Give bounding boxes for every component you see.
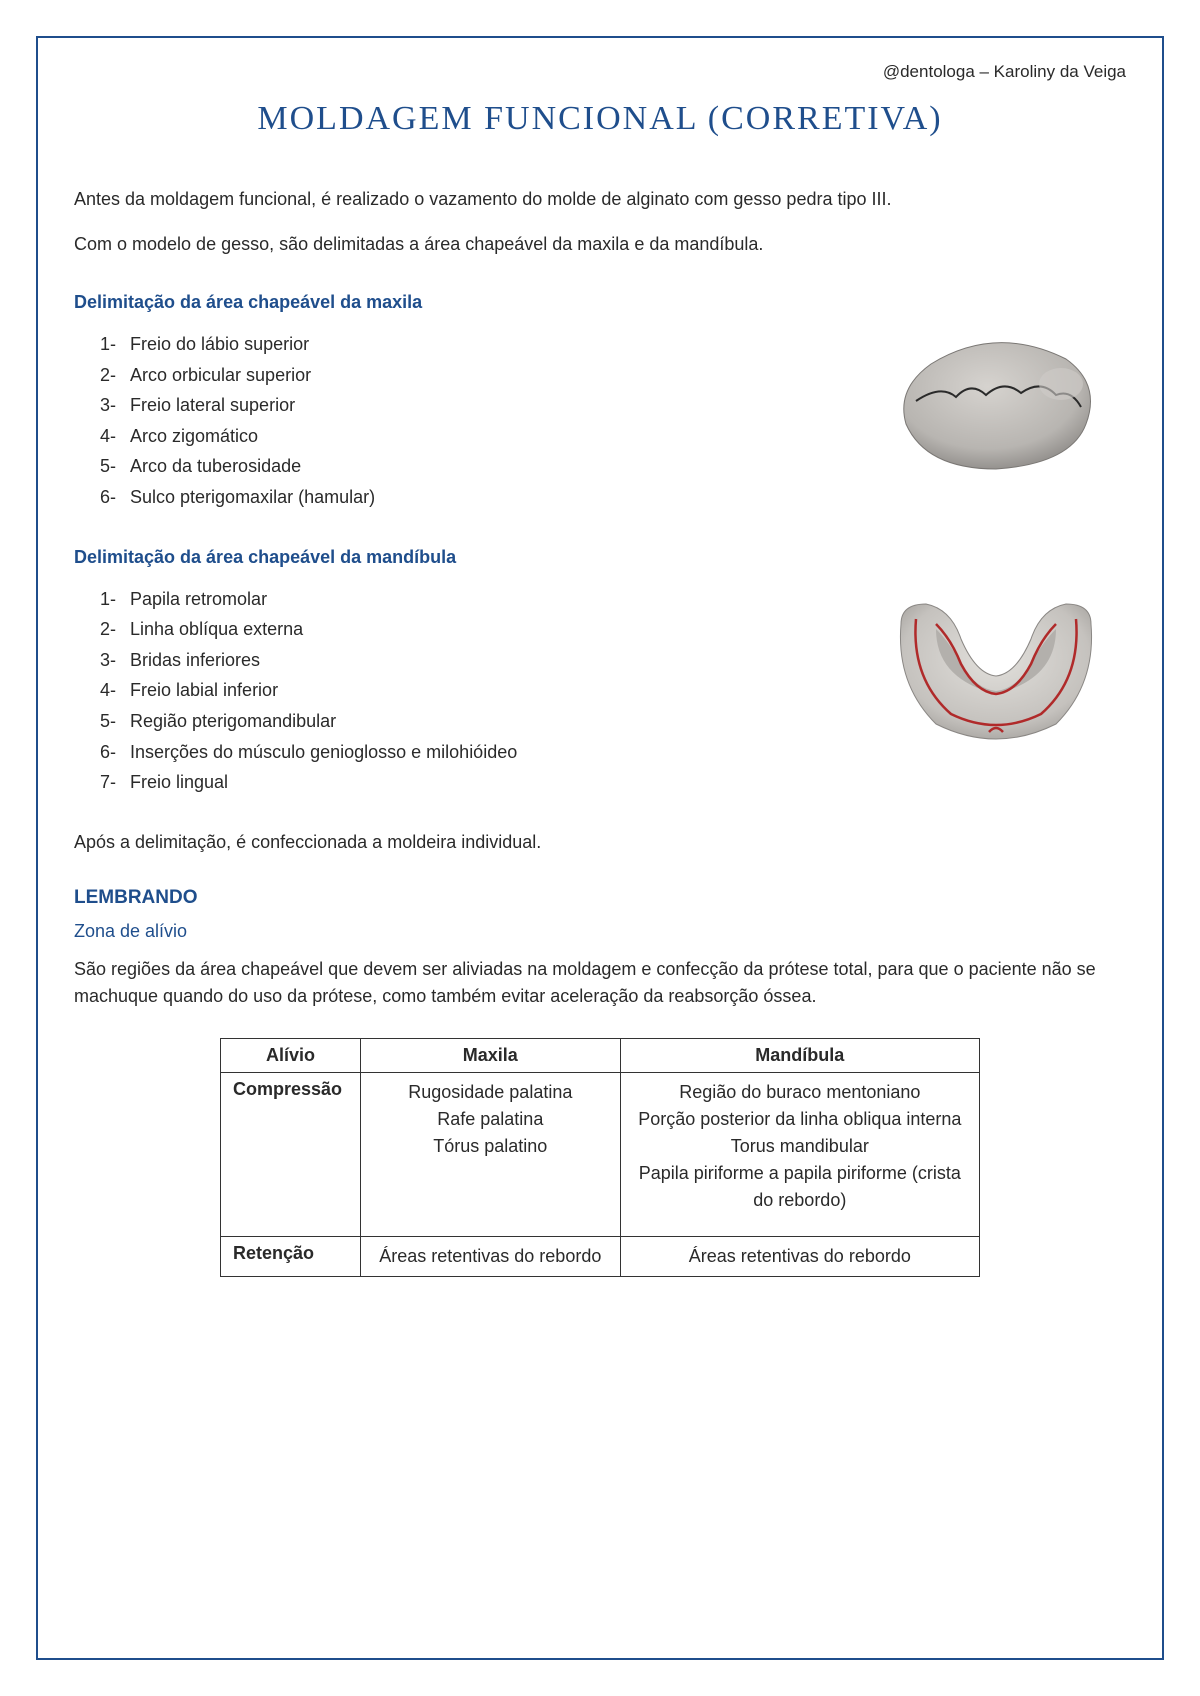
list-item: 2-Arco orbicular superior [100, 360, 826, 391]
table-header: Maxila [360, 1038, 620, 1072]
lembrando-heading: LEMBRANDO [74, 887, 1126, 909]
table-cell: Rugosidade palatina Rafe palatina Tórus … [360, 1072, 620, 1236]
mandibula-heading: Delimitação da área chapeável da mandíbu… [74, 547, 1126, 568]
list-item: 6-Sulco pterigomaxilar (hamular) [100, 482, 826, 513]
table-cell: Áreas retentivas do rebordo [620, 1236, 979, 1276]
list-item: 4-Freio labial inferior [100, 675, 826, 706]
table-cell: Áreas retentivas do rebordo [360, 1236, 620, 1276]
intro-p2: Com o modelo de gesso, são delimitadas a… [74, 231, 1126, 258]
table-cell: Região do buraco mentoniano Porção poste… [620, 1072, 979, 1236]
page-frame: @dentologa – Karoliny da Veiga MOLDAGEM … [36, 36, 1164, 1660]
list-item: 7-Freio lingual [100, 767, 826, 798]
maxila-section: 1-Freio do lábio superior 2-Arco orbicul… [74, 329, 1126, 513]
table-row: Retenção Áreas retentivas do rebordo Áre… [221, 1236, 980, 1276]
list-item: 5-Região pterigomandibular [100, 706, 826, 737]
list-item: 3-Bridas inferiores [100, 645, 826, 676]
header-credit: @dentologa – Karoliny da Veiga [74, 62, 1126, 82]
maxila-heading: Delimitação da área chapeável da maxila [74, 292, 1126, 313]
zona-alivio-heading: Zona de alívio [74, 921, 1126, 942]
row-label: Compressão [221, 1072, 361, 1236]
list-item: 1-Freio do lábio superior [100, 329, 826, 360]
intro-p1: Antes da moldagem funcional, é realizado… [74, 186, 1126, 213]
table-row: Compressão Rugosidade palatina Rafe pala… [221, 1072, 980, 1236]
list-item: 5-Arco da tuberosidade [100, 451, 826, 482]
table-header: Alívio [221, 1038, 361, 1072]
table-header-row: Alívio Maxila Mandíbula [221, 1038, 980, 1072]
after-delimitation-note: Após a delimitação, é confeccionada a mo… [74, 832, 1126, 853]
list-item: 4-Arco zigomático [100, 421, 826, 452]
page-title: MOLDAGEM FUNCIONAL (CORRETIVA) [74, 100, 1126, 138]
list-item: 2-Linha oblíqua externa [100, 614, 826, 645]
mandibula-cast-image [881, 584, 1111, 754]
row-label: Retenção [221, 1236, 361, 1276]
list-item: 6-Inserções do músculo genioglosso e mil… [100, 737, 826, 768]
list-item: 1-Papila retromolar [100, 584, 826, 615]
zona-alivio-text: São regiões da área chapeável que devem … [74, 956, 1126, 1010]
mandibula-section: 1-Papila retromolar 2-Linha oblíqua exte… [74, 584, 1126, 798]
table-header: Mandíbula [620, 1038, 979, 1072]
maxila-cast-image [886, 329, 1106, 479]
maxila-list: 1-Freio do lábio superior 2-Arco orbicul… [74, 329, 826, 513]
list-item: 3-Freio lateral superior [100, 390, 826, 421]
alivio-table: Alívio Maxila Mandíbula Compressão Rugos… [220, 1038, 980, 1277]
intro-block: Antes da moldagem funcional, é realizado… [74, 186, 1126, 258]
mandibula-list: 1-Papila retromolar 2-Linha oblíqua exte… [74, 584, 826, 798]
